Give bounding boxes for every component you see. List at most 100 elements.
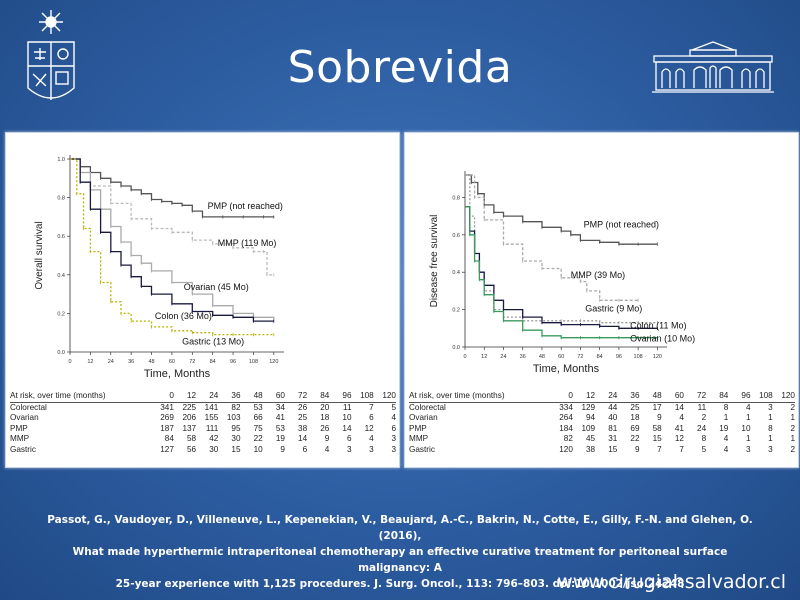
at-risk-row-label: MMP: [409, 434, 429, 443]
x-tick-label: 24: [108, 359, 114, 365]
at-risk-cell: 4: [723, 434, 729, 443]
at-risk-cell: 15: [231, 444, 241, 454]
at-risk-time: 12: [572, 391, 596, 403]
at-risk-header: At risk, over time (months): [10, 391, 152, 403]
x-axis-label: Time, Months: [144, 368, 211, 380]
x-tick-label: 12: [87, 359, 93, 365]
at-risk-cell: 3: [369, 444, 374, 454]
at-risk-cell: 25: [298, 413, 308, 422]
at-risk-cell: 15: [608, 444, 618, 454]
x-tick-label: 84: [210, 359, 216, 365]
x-tick-label: 48: [148, 359, 154, 365]
at-risk-row-label: Ovarian: [409, 413, 438, 422]
series-line-0: [465, 174, 658, 245]
at-risk-time: 48: [240, 391, 263, 403]
at-risk-cell: 38: [586, 444, 596, 454]
series-line-0: [70, 158, 274, 218]
at-risk-time: 96: [329, 391, 352, 403]
x-tick-label: 120: [269, 359, 278, 365]
at-risk-cell: 2: [790, 444, 795, 454]
series-line-4: [465, 206, 658, 339]
series-line-4: [70, 158, 274, 336]
y-tick-label: 0.0: [452, 345, 460, 351]
at-risk-cell: 141: [204, 402, 219, 412]
y-tick-label: 0.4: [57, 273, 65, 279]
curve-label: Ovarian (10 Mo): [630, 333, 695, 343]
university-seal-logo: [27, 10, 75, 100]
at-risk-row-label: MMP: [10, 434, 30, 443]
hospital-building-logo: [652, 41, 774, 93]
curve-label: MMP (119 Mo): [218, 238, 277, 248]
at-risk-time: 60: [661, 391, 684, 403]
at-risk-cell: 5: [701, 444, 707, 454]
at-risk-cell: 3: [768, 402, 773, 412]
at-risk-cell: 56: [187, 444, 197, 454]
at-risk-cell: 8: [701, 434, 707, 443]
at-risk-cell: 3: [391, 444, 396, 454]
at-risk-cell: 155: [204, 413, 219, 422]
at-risk-cell: 24: [697, 423, 707, 433]
at-risk-cell: 9: [634, 444, 640, 454]
at-risk-time: 36: [218, 391, 241, 403]
at-risk-time: 120: [373, 391, 396, 403]
at-risk-header-row: At risk, over time (months) 0 12 24 36 48 60 72…: [10, 391, 396, 403]
at-risk-time: 12: [173, 391, 197, 403]
at-risk-time: 0: [151, 391, 174, 403]
x-tick-label: 60: [558, 354, 564, 360]
at-risk-cell: 95: [231, 423, 241, 433]
series-line-1: [465, 174, 639, 301]
at-risk-row: Gastric 127 56 30 15 10 9 6 4 3 3 3: [10, 445, 396, 456]
at-risk-time: 24: [595, 391, 618, 403]
at-risk-cell: 10: [253, 444, 263, 454]
at-risk-cell: 10: [342, 413, 352, 422]
at-risk-cell: 111: [205, 423, 219, 433]
at-risk-cell: 5: [391, 402, 396, 412]
x-tick-label: 72: [577, 354, 583, 360]
citation-line: What made hyperthermic intraperitoneal c…: [72, 546, 728, 574]
at-risk-cell: 34: [275, 402, 285, 412]
at-risk-time: 108: [750, 391, 773, 403]
at-risk-cell: 9: [280, 444, 285, 454]
at-risk-cell: 3: [391, 434, 396, 443]
at-risk-cell: 7: [679, 444, 684, 454]
at-risk-row: MMP 84 58 42 30 22 19 14 9 6 4 3: [10, 434, 396, 445]
website-url: www.cirugiahsalvador.cl: [557, 571, 786, 593]
at-risk-cell: 9: [324, 434, 330, 443]
at-risk-cell: 10: [741, 423, 751, 433]
at-risk-cell: 2: [790, 423, 795, 433]
x-tick-label: 108: [634, 354, 643, 360]
at-risk-cell: 1: [745, 434, 751, 443]
at-risk-header-row: At risk, over time (months) 0 12 24 36 48 60 72…: [409, 391, 795, 403]
at-risk-cell: 1: [768, 434, 773, 443]
curve-label: Gastric (13 Mo): [182, 336, 244, 346]
at-risk-cell: 26: [298, 402, 308, 412]
y-tick-label: 0.2: [452, 308, 460, 314]
at-risk-cell: 9: [657, 413, 662, 422]
at-risk-cell: 1: [790, 413, 795, 422]
at-risk-cell: 6: [302, 444, 308, 454]
at-risk-cell: 18: [320, 413, 330, 422]
at-risk-cell: 17: [652, 402, 662, 412]
at-risk-cell: 2: [790, 402, 795, 412]
y-tick-label: 0.8: [57, 196, 65, 202]
overall-survival-at-risk-table: At risk, over time (months) 0 12 24 36 48 60 72…: [10, 391, 396, 455]
citation: Passot, G., Vaudoyer, D., Villeneuve, L.…: [40, 512, 760, 592]
at-risk-cell: 8: [768, 423, 773, 433]
at-risk-cell: 94: [586, 413, 596, 422]
at-risk-row: MMP 82 45 31 22 15 12 8 4 1 1 1: [409, 434, 795, 445]
overall-survival-panel: 0 12 24 36 48 60 72 84 96 108 120 0.0 0.2 0.4 0.6 0.8 1.…: [5, 132, 400, 468]
at-risk-time: 0: [550, 391, 573, 403]
at-risk-cell: 66: [253, 413, 263, 422]
x-tick-label: 0: [68, 359, 71, 365]
x-tick-label: 0: [463, 354, 466, 360]
at-risk-cell: 6: [391, 423, 396, 433]
at-risk-cell: 264: [559, 413, 573, 422]
at-risk-time: 72: [284, 391, 308, 403]
at-risk-row: Colorectal 334 129 44 25 17 14 11 8 4 3 2: [409, 402, 795, 413]
at-risk-row-label: Colorectal: [409, 402, 446, 412]
y-tick-label: 0.6: [452, 233, 460, 239]
at-risk-cell: 22: [253, 434, 263, 443]
at-risk-cell: 8: [723, 402, 729, 412]
at-risk-cell: 25: [630, 402, 640, 412]
at-risk-cell: 4: [679, 413, 684, 422]
